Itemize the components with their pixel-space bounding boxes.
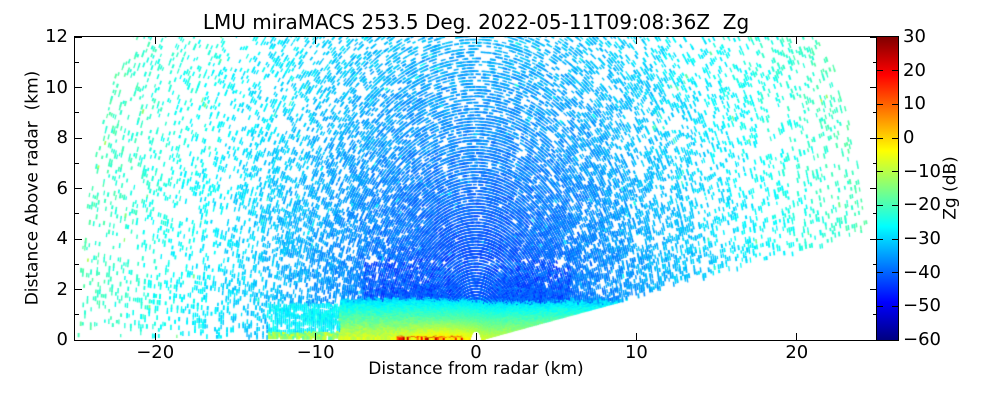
y-minor-tick-right bbox=[873, 314, 877, 316]
colorbar-tick-label: −20 bbox=[903, 194, 941, 216]
colorbar-tick-label: 0 bbox=[903, 127, 915, 148]
y-minor-tick bbox=[75, 213, 79, 215]
y-major-tick bbox=[75, 36, 82, 38]
y-minor-tick-right bbox=[873, 213, 877, 215]
colorbar-tick-left bbox=[877, 103, 883, 105]
y-tick-label: 2 bbox=[56, 278, 68, 300]
y-major-tick-right bbox=[870, 289, 877, 290]
x-major-tick bbox=[635, 333, 637, 340]
x-tick-label: 20 bbox=[785, 342, 809, 363]
y-major-tick bbox=[75, 339, 82, 341]
x-axis-label: Distance from radar (km) bbox=[368, 359, 584, 379]
colorbar-tick-left bbox=[877, 137, 883, 139]
colorbar-tick-left bbox=[877, 305, 883, 307]
y-major-tick-right bbox=[870, 188, 877, 189]
y-minor-tick-right bbox=[873, 162, 877, 164]
y-major-tick-right bbox=[870, 36, 877, 38]
y-tick-label: 8 bbox=[56, 127, 68, 148]
colorbar-tick-left bbox=[877, 238, 883, 240]
x-tick-label: 0 bbox=[470, 342, 482, 363]
x-major-tick bbox=[796, 333, 798, 340]
y-tick-label: 12 bbox=[45, 26, 68, 47]
colorbar-tick-left bbox=[877, 171, 883, 173]
colorbar-tick-label: −30 bbox=[903, 228, 941, 249]
colorbar-tick-label: −40 bbox=[903, 261, 941, 283]
colorbar-tick-label: −60 bbox=[903, 329, 941, 350]
x-major-tick-top bbox=[315, 37, 317, 44]
y-tick-label: 6 bbox=[56, 177, 68, 199]
y-minor-tick bbox=[75, 162, 79, 164]
y-minor-tick-right bbox=[873, 112, 877, 114]
y-major-tick bbox=[75, 137, 82, 139]
y-major-tick bbox=[75, 188, 82, 189]
colorbar-tick-label: −50 bbox=[903, 295, 941, 317]
y-tick-label: 10 bbox=[45, 76, 68, 98]
x-tick-label: −10 bbox=[296, 342, 335, 363]
x-tick-label: −20 bbox=[136, 342, 175, 363]
x-major-tick-top bbox=[475, 37, 477, 44]
colorbar-tick bbox=[892, 305, 898, 307]
x-major-tick bbox=[475, 333, 477, 340]
x-major-tick-top bbox=[154, 37, 156, 44]
y-major-tick bbox=[75, 289, 82, 290]
colorbar-tick-left bbox=[877, 70, 883, 72]
y-major-tick-right bbox=[870, 87, 877, 88]
colorbar-tick-left bbox=[877, 204, 883, 206]
colorbar-tick-label: 30 bbox=[903, 26, 926, 47]
colorbar-tick bbox=[892, 204, 898, 206]
y-major-tick-right bbox=[870, 238, 877, 240]
colorbar-tick-label: −10 bbox=[903, 160, 941, 182]
plot-title: LMU miraMACS 253.5 Deg. 2022-05-11T09:08… bbox=[202, 10, 750, 34]
plot-area bbox=[74, 36, 878, 341]
colorbar-tick-label: 20 bbox=[903, 59, 926, 81]
colorbar-tick bbox=[892, 70, 898, 72]
x-major-tick bbox=[315, 333, 317, 340]
x-major-tick-top bbox=[796, 37, 798, 44]
y-tick-label: 4 bbox=[56, 228, 68, 249]
y-minor-tick bbox=[75, 314, 79, 316]
y-minor-tick-right bbox=[873, 61, 877, 63]
y-major-tick bbox=[75, 87, 82, 88]
colorbar-tick-left bbox=[877, 272, 883, 274]
y-major-tick-right bbox=[870, 137, 877, 139]
y-major-tick-right bbox=[870, 339, 877, 341]
y-minor-tick bbox=[75, 61, 79, 63]
y-minor-tick-right bbox=[873, 263, 877, 265]
colorbar bbox=[876, 36, 899, 341]
colorbar-tick bbox=[892, 171, 898, 173]
rhi-scatter-canvas bbox=[75, 37, 877, 340]
colorbar-tick bbox=[892, 238, 898, 240]
x-major-tick-top bbox=[635, 37, 637, 44]
y-minor-tick bbox=[75, 263, 79, 265]
x-major-tick bbox=[154, 333, 156, 340]
colorbar-tick bbox=[892, 103, 898, 105]
colorbar-tick bbox=[892, 137, 898, 139]
colorbar-label: Zg (dB) bbox=[940, 156, 961, 220]
colorbar-tick bbox=[892, 272, 898, 274]
y-tick-label: 0 bbox=[56, 329, 68, 350]
y-major-tick bbox=[75, 238, 82, 240]
x-tick-label: 10 bbox=[624, 342, 648, 363]
y-minor-tick bbox=[75, 112, 79, 114]
colorbar-tick-label: 10 bbox=[903, 93, 926, 115]
